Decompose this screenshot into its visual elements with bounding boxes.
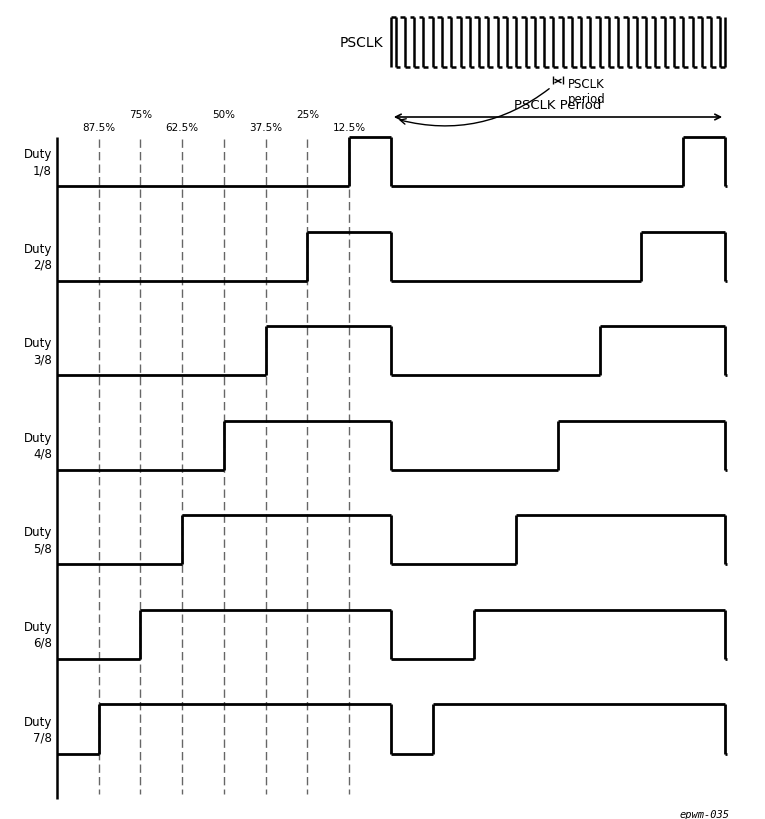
Text: PSCLK Period: PSCLK Period bbox=[514, 99, 602, 112]
Text: Duty
4/8: Duty 4/8 bbox=[24, 432, 52, 460]
Text: 50%: 50% bbox=[213, 110, 236, 120]
Text: 62.5%: 62.5% bbox=[166, 123, 199, 133]
Text: 25%: 25% bbox=[296, 110, 319, 120]
Text: Duty
2/8: Duty 2/8 bbox=[24, 242, 52, 271]
Text: Duty
6/8: Duty 6/8 bbox=[24, 620, 52, 649]
Text: epwm-035: epwm-035 bbox=[680, 809, 730, 819]
Text: 37.5%: 37.5% bbox=[249, 123, 282, 133]
Text: Duty
3/8: Duty 3/8 bbox=[24, 337, 52, 366]
Text: Duty
5/8: Duty 5/8 bbox=[24, 526, 52, 554]
Text: 12.5%: 12.5% bbox=[333, 123, 366, 133]
Text: 75%: 75% bbox=[129, 110, 152, 120]
Text: Duty
1/8: Duty 1/8 bbox=[24, 148, 52, 177]
Text: PSCLK: PSCLK bbox=[340, 36, 383, 50]
Text: PSCLK
period: PSCLK period bbox=[568, 78, 605, 106]
Text: 87.5%: 87.5% bbox=[82, 123, 116, 133]
Text: Duty
7/8: Duty 7/8 bbox=[24, 715, 52, 744]
